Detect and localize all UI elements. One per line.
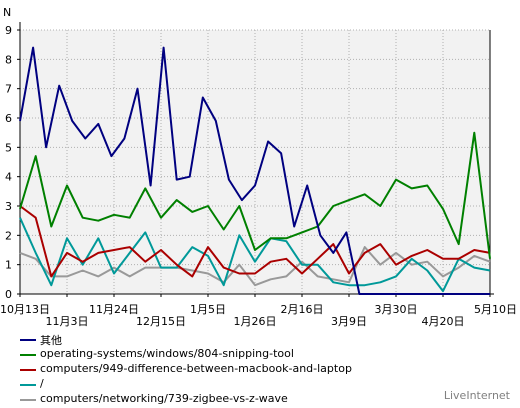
legend-swatch (20, 339, 36, 341)
legend-item: 其他 (20, 333, 500, 347)
x-tick-label: 4月20日 (422, 315, 465, 328)
series-line-4 (19, 246, 491, 287)
x-tick-label: 11月3日 (46, 315, 89, 328)
legend-item: computers/networking/739-zigbee-vs-z-wav… (20, 392, 500, 406)
x-tick-labels: 10月13日 11月24日 1月5日 2月16日 3月30日 5月10日 11月3日 12月1… (0, 294, 517, 328)
x-tick-label: 11月24日 (89, 303, 139, 316)
series-lines (19, 46, 491, 295)
y-tick-label: 2 (5, 229, 12, 242)
legend-item: computers/949-difference-between-macbook… (20, 362, 500, 376)
y-tick-label: 5 (5, 141, 12, 154)
legend-swatch (20, 384, 36, 386)
y-tick-label: 3 (5, 200, 12, 213)
legend-item: operating-systems/windows/804-snipping-t… (20, 347, 500, 361)
legend: 其他 operating-systems/windows/804-snipping… (20, 333, 500, 408)
legend-label: 其他 (40, 334, 62, 347)
legend-item: / (20, 377, 500, 391)
series-line-1 (19, 131, 491, 259)
x-tick-label: 1月5日 (190, 303, 226, 316)
x-tick-label: 2月16日 (281, 303, 324, 316)
y-tick-label: 1 (5, 259, 12, 272)
y-tick-label: 8 (5, 53, 12, 66)
legend-swatch (20, 354, 36, 356)
legend-label: operating-systems/windows/804-snipping-t… (40, 347, 294, 360)
legend-swatch (20, 369, 36, 371)
y-tick-label: 0 (5, 288, 12, 301)
y-tick-label: 9 (5, 24, 12, 37)
x-tick-label: 10月13日 (0, 303, 50, 316)
legend-label: computers/949-difference-between-macbook… (40, 362, 352, 375)
x-tick-label: 5月10日 (474, 303, 517, 316)
series-line-0 (19, 46, 490, 295)
x-tick-label: 3月30日 (375, 303, 418, 316)
brand-label: LiveInternet (443, 389, 510, 402)
x-tick-label: 3月9日 (331, 315, 367, 328)
y-tick-labels: 0 1 2 3 4 5 6 7 8 9 (5, 24, 20, 301)
line-chart: 0 1 2 3 4 5 6 7 8 9 10月13日 11月24日 1月5日 2月16日 3月30日 5月1… (0, 6, 517, 328)
series-line-2 (19, 205, 491, 278)
legend-swatch (20, 399, 36, 401)
legend-label: computers/networking/739-zigbee-vs-z-wav… (40, 392, 288, 405)
x-tick-label: 12月15日 (136, 315, 186, 328)
y-tick-label: 7 (5, 83, 12, 96)
y-tick-label: 4 (5, 171, 12, 184)
y-axis-label: N (3, 6, 11, 19)
y-tick-label: 6 (5, 112, 12, 125)
series-line-3 (19, 217, 491, 293)
legend-label: / (40, 377, 44, 390)
x-tick-label: 1月26日 (234, 315, 277, 328)
